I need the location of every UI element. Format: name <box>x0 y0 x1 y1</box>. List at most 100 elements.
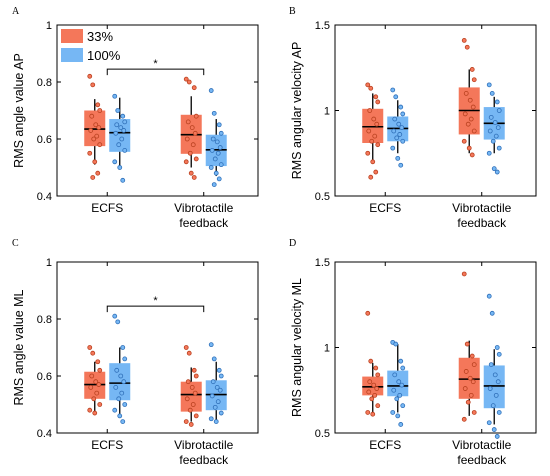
data-point <box>491 166 497 172</box>
data-point <box>490 138 496 144</box>
x-category-label: ECFS <box>369 438 401 452</box>
data-point <box>365 150 371 156</box>
data-point <box>88 384 94 390</box>
data-point <box>95 102 101 108</box>
data-point <box>400 365 406 371</box>
data-point <box>217 145 223 150</box>
data-point <box>186 79 192 85</box>
data-point <box>489 310 495 316</box>
data-point <box>367 379 373 385</box>
x-category-label-line: ECFS <box>91 438 123 452</box>
data-point <box>461 271 467 277</box>
data-point <box>92 159 98 165</box>
data-point <box>398 358 404 364</box>
data-point <box>112 313 118 319</box>
data-point <box>113 130 119 136</box>
data-point <box>192 390 198 396</box>
data-point <box>97 367 103 373</box>
data-point <box>396 379 402 385</box>
chart-panel-b: B 0.5 1 1.5 RMS angular velocity AP ECFS Vibro… <box>289 6 537 230</box>
box <box>109 119 131 152</box>
data-point <box>397 392 403 398</box>
data-point <box>97 402 103 407</box>
data-point <box>118 125 124 130</box>
data-point <box>120 113 126 119</box>
data-point <box>193 413 199 419</box>
y-tick-label: 1 <box>324 106 330 118</box>
data-point <box>493 133 499 139</box>
significance-bracket <box>106 305 205 313</box>
data-point <box>368 358 374 364</box>
legend: 33% 100% <box>61 29 121 63</box>
data-point <box>495 379 501 385</box>
data-point <box>216 122 222 128</box>
data-point <box>191 85 197 91</box>
data-point <box>465 121 471 127</box>
data-point <box>369 138 375 144</box>
data-point <box>120 419 126 425</box>
data-point <box>400 111 406 117</box>
data-point <box>91 136 97 142</box>
data-point <box>393 341 399 347</box>
data-point <box>116 396 122 402</box>
data-point <box>486 293 492 299</box>
data-point <box>190 142 196 148</box>
data-point <box>191 367 197 373</box>
data-point <box>398 104 404 110</box>
data-point <box>395 155 401 161</box>
data-point <box>122 119 128 125</box>
data-point <box>466 145 472 151</box>
significance-bracket <box>106 68 205 76</box>
data-point <box>95 359 101 365</box>
data-point <box>192 130 198 136</box>
data-point <box>213 419 219 425</box>
data-point <box>218 373 224 379</box>
data-point <box>400 403 406 409</box>
data-point <box>112 93 118 99</box>
data-point <box>487 128 493 134</box>
panel-letter: C <box>12 238 19 249</box>
data-point <box>493 392 499 398</box>
data-point <box>488 362 494 368</box>
data-point <box>461 37 467 43</box>
data-point <box>208 416 214 422</box>
data-point <box>186 350 192 356</box>
y-tick-label: 1.5 <box>315 20 330 32</box>
data-point <box>492 372 498 378</box>
x-category-label: Vibrotactile feedback <box>452 201 511 230</box>
x-category-label: Vibrotactile feedback <box>174 438 233 467</box>
x-category-label-line: feedback <box>457 216 507 230</box>
data-point <box>185 119 191 125</box>
data-point <box>374 121 380 127</box>
data-point <box>469 152 475 158</box>
data-point <box>183 419 189 425</box>
y-tick-label: 1.5 <box>315 257 330 269</box>
data-point <box>372 392 378 398</box>
y-axis-label: RMS angular velocity ML <box>290 278 304 417</box>
data-point <box>216 176 222 182</box>
data-point <box>114 367 120 373</box>
data-point <box>112 159 118 165</box>
data-point <box>393 94 399 100</box>
chart-panel-a: A 0.4 0.6 0.8 1 RMS angle value AP ECFS Vibrota… <box>12 6 259 230</box>
x-category-label: ECFS <box>91 438 123 452</box>
x-category-label: Vibrotactile feedback <box>174 201 233 230</box>
data-point <box>215 150 221 156</box>
data-point <box>373 94 379 100</box>
data-point <box>183 76 189 82</box>
data-point <box>89 113 95 119</box>
y-tick-label: 1 <box>324 343 330 355</box>
data-point <box>496 145 502 151</box>
y-axis-label: RMS angle value ML <box>12 289 26 405</box>
data-point <box>398 162 404 168</box>
data-point <box>467 97 473 103</box>
data-point <box>495 125 501 130</box>
data-point <box>494 434 500 439</box>
data-point <box>373 169 379 175</box>
panel-letter: B <box>289 6 296 17</box>
x-category-label-line: ECFS <box>91 201 123 215</box>
data-point <box>211 182 217 188</box>
data-point <box>372 133 378 139</box>
data-point <box>461 416 467 422</box>
x-category-label: ECFS <box>91 201 123 215</box>
